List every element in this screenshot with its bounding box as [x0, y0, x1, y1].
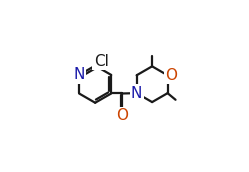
Text: O: O [165, 68, 177, 83]
Text: N: N [131, 86, 142, 101]
Text: Cl: Cl [94, 53, 109, 68]
Text: O: O [117, 109, 128, 123]
Text: N: N [73, 67, 85, 82]
